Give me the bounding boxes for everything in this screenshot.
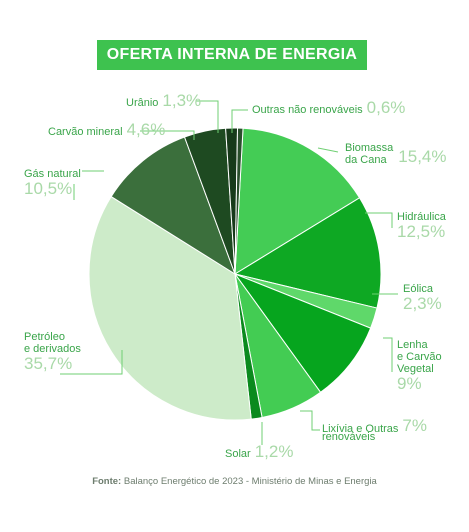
pie-slice-petroleo-e-derivados xyxy=(88,195,252,421)
pie-slices xyxy=(88,127,382,421)
label-hidraulica-name: Hidráulica xyxy=(397,211,446,223)
label-biomassa-line2: da Cana xyxy=(345,154,387,166)
label-gas-natural-pct: 10,5% xyxy=(24,179,73,198)
label-hidraulica-pct: 12,5% xyxy=(397,222,446,241)
label-petroleo-line1: Petróleo xyxy=(24,331,65,343)
label-lenha-line3: Vegetal xyxy=(397,363,434,375)
label-lenha: Lenha e Carvão Vegetal 9% xyxy=(397,339,442,393)
label-hidraulica: Hidráulica 12,5% xyxy=(397,211,446,241)
label-carvao-mineral-name: Carvão mineral xyxy=(48,126,123,138)
label-uranio-pct: 1,3% xyxy=(162,91,202,110)
pie-slice-gas-natural xyxy=(110,136,236,276)
pie-slice-hidraulica xyxy=(233,197,382,309)
leader-line xyxy=(231,109,248,133)
label-eolica: Eólica 2,3% xyxy=(403,283,442,313)
label-eolica-name: Eólica xyxy=(403,283,433,295)
leader-line xyxy=(383,337,393,372)
leader-line xyxy=(300,410,320,431)
pie-slice-outras-nao-renovaveis xyxy=(234,127,244,275)
leader-line xyxy=(317,147,339,153)
leader-line xyxy=(140,130,195,140)
label-biomassa-line1: Biomassa xyxy=(345,142,394,154)
label-uranio-name: Urânio xyxy=(126,97,159,109)
label-carvao-mineral-pct: 4,6% xyxy=(126,120,166,139)
label-lixivia-line1: Lixívia e Outras xyxy=(322,423,399,435)
label-lixivia: Lixívia e Outras 7% renováveis xyxy=(322,416,427,444)
label-gas-natural-name: Gás natural xyxy=(24,168,81,180)
pie-slice-lenha-e-carvao-vegetal xyxy=(233,272,372,394)
source-note: Fonte: Balanço Energético de 2023 - Mini… xyxy=(0,476,469,487)
label-biomassa-pct: 15,4% xyxy=(398,147,447,166)
label-carvao-mineral: Carvão mineral 4,6% xyxy=(48,121,165,139)
label-lenha-line2: e Carvão xyxy=(397,351,442,363)
leader-lines xyxy=(60,100,398,445)
source-text: Balanço Energético de 2023 - Ministério … xyxy=(123,476,377,487)
label-petroleo-line2: e derivados xyxy=(24,343,81,355)
label-lixivia-line2: renováveis xyxy=(322,431,376,443)
title-banner: OFERTA INTERNA DE ENERGIA xyxy=(97,40,367,70)
pie-slice-biomassa-da-cana xyxy=(234,127,361,275)
label-biomassa: Biomassa da Cana 15,4% xyxy=(345,142,447,166)
label-petroleo: Petróleo e derivados 35,7% xyxy=(24,331,81,373)
label-eolica-pct: 2,3% xyxy=(403,294,442,313)
label-solar-name: Solar xyxy=(225,448,251,460)
leader-line xyxy=(365,212,393,228)
label-petroleo-pct: 35,7% xyxy=(24,354,73,373)
label-lenha-line1: Lenha xyxy=(397,339,428,351)
leader-line xyxy=(60,350,123,375)
label-lixivia-pct: 7% xyxy=(402,416,427,435)
leader-line xyxy=(196,100,219,133)
label-uranio: Urânio 1,3% xyxy=(126,92,201,110)
label-lenha-pct: 9% xyxy=(397,374,422,393)
chart-title: OFERTA INTERNA DE ENERGIA xyxy=(106,46,358,63)
label-solar: Solar 1,2% xyxy=(225,443,293,461)
label-outras-nao-renovaveis: Outras não renováveis 0,6% xyxy=(252,99,405,117)
label-outras-nao-renovaveis-name: Outras não renováveis xyxy=(252,104,363,116)
label-gas-natural: Gás natural 10,5% xyxy=(24,168,81,198)
label-solar-pct: 1,2% xyxy=(254,442,294,461)
source-prefix: Fonte: xyxy=(92,476,122,487)
label-outras-nao-renovaveis-pct: 0,6% xyxy=(366,98,406,117)
